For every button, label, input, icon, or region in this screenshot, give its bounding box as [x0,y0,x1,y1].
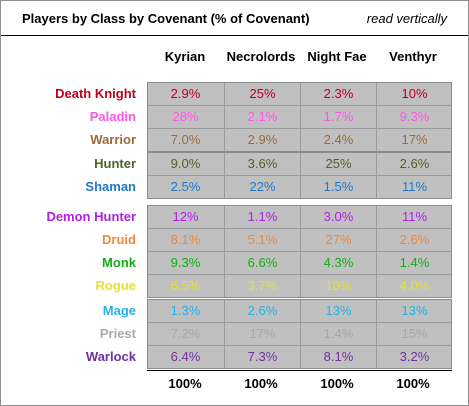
table-cell: 5.1% [224,229,300,251]
table-cell: 1.4% [376,252,452,274]
table-cell: 4.3% [300,252,376,274]
table-cell: 8.1% [300,346,376,368]
total-night-fae: 100% [320,376,354,391]
table-cell: 12% [172,209,199,224]
table-cell: 1.7% [300,106,376,128]
table-row: Mage 1.3% 2.6% 13% 13% [103,300,452,322]
table-row: Demon Hunter 12% 1.1% 3.0% 11% [46,206,452,228]
table-cell: 17% [224,323,300,345]
class-label: Warlock [85,349,136,364]
table-row: Priest 7.2% 17% 1.4% 15% [100,322,452,345]
column-header-night-fae: Night Fae [307,49,367,64]
class-group: Death Knight 2.9% 25% 2.3% 10% Paladin 28% 2.1%… [55,82,452,152]
class-label: Druid [102,232,136,247]
class-label: Hunter [94,156,136,171]
total-necrolords: 100% [244,376,278,391]
table-row: Monk 9.3% 6.6% 4.3% 1.4% [102,251,452,274]
class-label: Paladin [89,109,136,124]
table-cell: 8.1% [170,232,201,247]
class-label: Monk [102,255,136,270]
table-cell: 27% [300,229,376,251]
class-label: Priest [99,326,136,341]
table-cell: 3.2% [376,346,452,368]
table-cell: 1.4% [300,323,376,345]
column-header-necrolords: Necrolords [226,49,296,64]
table-cell: 2.1% [224,106,300,128]
table-cell: 2.6% [376,229,452,251]
table-row: Druid 8.1% 5.1% 27% 2.6% [102,228,452,251]
column-header-kyrian: Kyrian [164,49,206,64]
table-cell: 6.4% [170,349,201,364]
table-cell: 28% [172,109,199,124]
table-cell: 7.0% [170,132,201,147]
table-cell: 9.3% [170,255,201,270]
table-cell: 9.0% [170,156,201,171]
table-row: Rogue 6.5% 3.7% 10% 4.0% [96,274,452,297]
table-cell: 7.3% [224,346,300,368]
table-cell: 1.3% [170,303,201,318]
class-group: Demon Hunter 12% 1.1% 3.0% 11% Druid 8.1% 5.1% 2… [46,205,452,298]
table-row: Hunter 9.0% 3.6% 25% 2.6% [94,153,452,175]
table-cell: 4.0% [376,275,452,297]
table-cell: 25% [300,153,376,175]
table-cell: 13% [300,300,376,322]
class-label: Demon Hunter [46,209,136,224]
class-group: Mage 1.3% 2.6% 13% 13% Priest 7.2% 17% 1.4% 15% Wa… [86,299,452,369]
table-row: Paladin 28% 2.1% 1.7% 9.3% [90,105,452,128]
table-cell: 2.6% [224,300,300,322]
table-cell: 22% [224,176,300,198]
table-cell: 6.6% [224,252,300,274]
table-row: Warrior 7.0% 2.9% 2.4% 17% [90,128,452,151]
table-cell: 2.5% [170,179,201,194]
totals-divider [147,370,452,371]
table-cell: 10% [376,83,452,105]
table-cell: 9.3% [376,106,452,128]
table-row: Warlock 6.4% 7.3% 8.1% 3.2% [86,345,452,368]
class-label: Shaman [85,179,136,194]
table-row: Shaman 2.5% 22% 1.5% 11% [85,175,452,198]
table-cell: 2.9% [224,129,300,151]
table-cell: 1.1% [224,206,300,228]
table-cell: 3.0% [300,206,376,228]
title-bar: Players by Class by Covenant (% of Coven… [1,1,468,36]
table-row: Death Knight 2.9% 25% 2.3% 10% [55,83,452,105]
table-cell: 2.4% [300,129,376,151]
table-cell: 17% [376,129,452,151]
table-cell: 11% [376,176,452,198]
reading-note: read vertically [366,11,447,26]
table-cell: 15% [376,323,452,345]
class-group: Hunter 9.0% 3.6% 25% 2.6% Shaman 2.5% 22% 1.5% 11… [85,152,452,199]
table-cell: 13% [376,300,452,322]
table-cell: 10% [300,275,376,297]
table-cell: 3.6% [224,153,300,175]
table-cell: 3.7% [224,275,300,297]
table-cell: 2.3% [300,83,376,105]
total-venthyr: 100% [396,376,430,391]
page-title: Players by Class by Covenant (% of Coven… [22,11,310,26]
table-cell: 2.6% [376,153,452,175]
class-label: Warrior [90,132,136,147]
table-cell: 1.5% [300,176,376,198]
table-cell: 11% [376,206,452,228]
class-label: Mage [102,303,136,318]
table-cell: 7.2% [170,326,201,341]
total-kyrian: 100% [168,376,202,391]
table-cell: 25% [224,83,300,105]
class-label: Death Knight [55,86,136,101]
table-cell: 6.5% [170,278,201,293]
class-label: Rogue [95,278,136,293]
table-cell: 2.9% [170,86,201,101]
column-header-venthyr: Venthyr [389,49,437,64]
